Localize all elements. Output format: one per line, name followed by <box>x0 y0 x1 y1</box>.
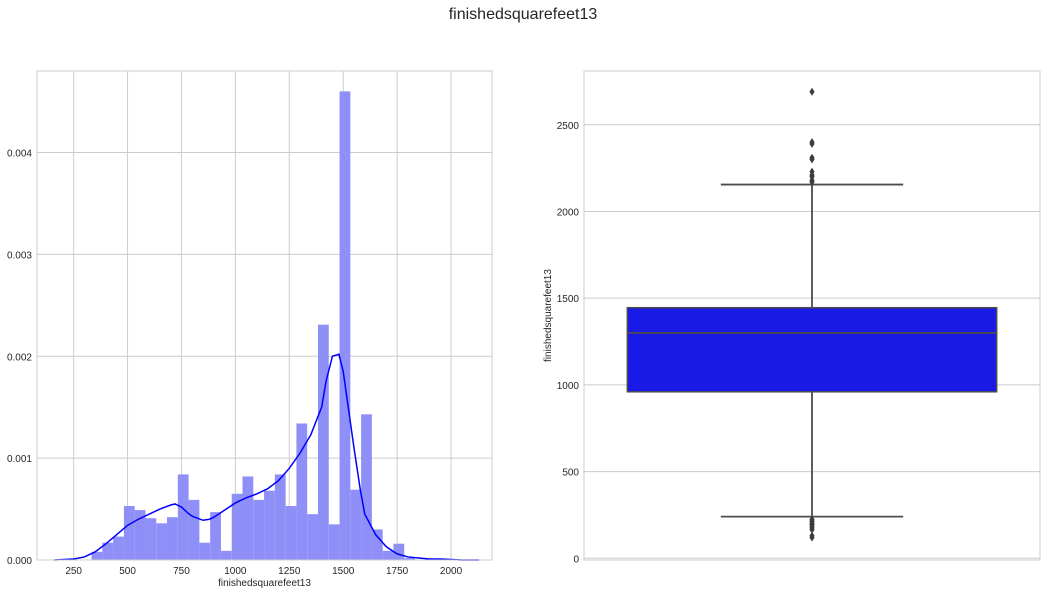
histogram-bar <box>285 506 297 560</box>
y-tick-label: 0.000 <box>7 556 32 567</box>
histogram-frame <box>36 70 493 561</box>
histogram-x-axis-label: finishedsquarefeet13 <box>218 578 311 589</box>
outlier-point <box>809 87 815 96</box>
outlier-point <box>809 515 815 524</box>
y-tick-label: 2500 <box>557 121 580 132</box>
histogram-x-ticks: 250 500 750 1000 1250 1500 1750 2000 <box>65 566 462 577</box>
y-tick-label: 0.004 <box>7 149 32 160</box>
histogram-bar <box>371 529 383 560</box>
histogram-bar <box>264 490 275 560</box>
histogram-bars <box>91 91 416 560</box>
x-tick-label: 500 <box>119 566 136 577</box>
boxplot-y-ticks: 0 500 1000 1500 2000 2500 <box>557 121 580 566</box>
y-tick-label: 1500 <box>557 294 580 305</box>
histogram-bar <box>167 517 178 560</box>
histogram-bar <box>220 550 232 560</box>
histogram-bar <box>91 551 103 560</box>
histogram-bar <box>102 542 114 560</box>
x-tick-label: 2000 <box>440 566 463 577</box>
boxplot-outliers <box>809 87 815 542</box>
y-tick-label: 500 <box>562 468 579 479</box>
histogram-bar <box>188 499 200 560</box>
outlier-point <box>809 531 815 540</box>
x-tick-label: 1250 <box>278 566 301 577</box>
y-tick-label: 0 <box>573 554 579 565</box>
histogram-bar <box>242 476 254 560</box>
y-tick-label: 0.003 <box>7 250 32 261</box>
histogram-bar <box>123 506 135 560</box>
histogram-y-ticks: 0.000 0.001 0.002 0.003 0.004 <box>7 149 32 568</box>
histogram-bar <box>145 518 157 560</box>
histogram-bar <box>382 550 394 560</box>
histogram-bar <box>404 557 416 560</box>
x-tick-label: 1750 <box>386 566 409 577</box>
outlier-point <box>809 138 815 147</box>
boxplot-panel: 0 500 1000 1500 2000 2500 finishedsquarefeet1… <box>543 70 1041 566</box>
boxplot-y-axis-label: finishedsquarefeet13 <box>543 269 554 362</box>
histogram-bar <box>113 536 124 560</box>
histogram-bar <box>274 474 286 560</box>
x-tick-label: 250 <box>65 566 82 577</box>
outlier-point <box>809 153 815 162</box>
histogram-bar <box>199 542 211 560</box>
histogram-panel: 250 500 750 1000 1250 1500 1750 2000 0.000 0.001… <box>7 70 493 589</box>
histogram-bar <box>210 512 221 560</box>
y-tick-label: 0.002 <box>7 352 32 363</box>
kde-curve <box>54 353 480 561</box>
y-tick-label: 2000 <box>557 207 580 218</box>
figure-title: finishedsquarefeet13 <box>449 6 598 23</box>
histogram-bar <box>134 510 146 560</box>
histogram-bar <box>317 324 329 560</box>
histogram-bar <box>253 499 265 560</box>
histogram-bar <box>296 423 308 560</box>
y-tick-label: 0.001 <box>7 454 32 465</box>
histogram-bar <box>339 91 351 560</box>
histogram-bar <box>156 523 168 560</box>
histogram-bar <box>307 514 318 560</box>
histogram-bar <box>350 489 362 560</box>
x-tick-label: 750 <box>173 566 190 577</box>
histogram-bar <box>361 414 372 560</box>
outlier-point <box>809 167 815 176</box>
histogram-bar <box>177 474 189 560</box>
x-tick-label: 1000 <box>224 566 247 577</box>
histogram-bar <box>328 524 340 560</box>
iqr-box <box>626 306 998 393</box>
histogram-bar <box>231 493 243 560</box>
x-tick-label: 1500 <box>332 566 355 577</box>
histogram-bar <box>393 543 405 560</box>
boxplot-body <box>626 183 998 518</box>
boxplot-frame <box>583 70 1041 561</box>
y-tick-label: 1000 <box>557 381 580 392</box>
